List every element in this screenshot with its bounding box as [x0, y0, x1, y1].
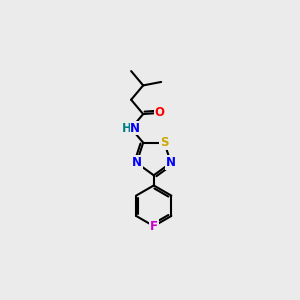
Text: N: N — [130, 122, 140, 135]
Text: O: O — [155, 106, 165, 119]
Text: H: H — [122, 122, 132, 135]
Text: S: S — [160, 136, 169, 149]
Text: F: F — [150, 220, 158, 232]
Text: N: N — [166, 156, 176, 169]
Text: N: N — [132, 156, 142, 169]
